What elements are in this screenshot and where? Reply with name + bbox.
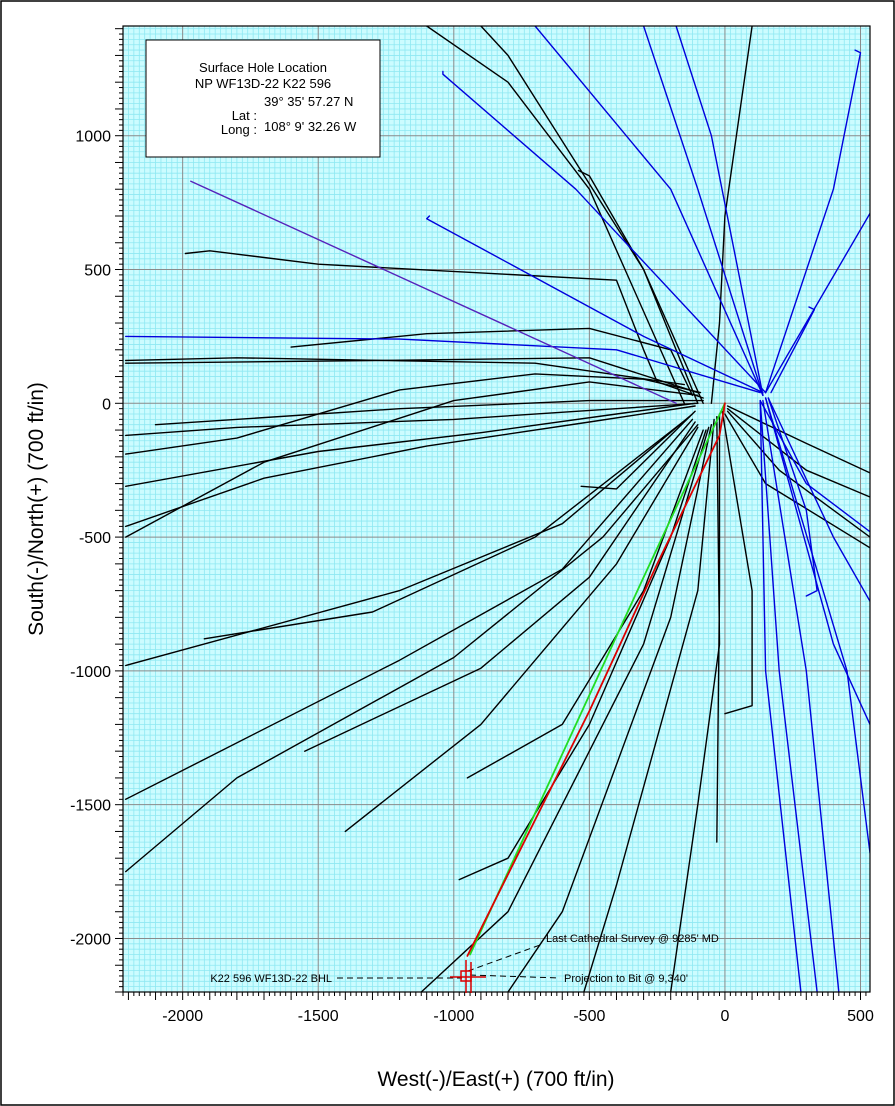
- y-tick-label: 0: [102, 396, 111, 413]
- well-path-offset-blue: [759, 399, 802, 992]
- well-path-offset-blue: [764, 49, 862, 394]
- well-path-offset-blue: [642, 26, 764, 396]
- well-path-offset-blue: [125, 335, 761, 394]
- x-axis-label: West(-)/East(+) (700 ft/in): [377, 1068, 614, 1091]
- well-path-offset-black: [125, 402, 696, 487]
- well-path-offset-blue: [764, 397, 870, 854]
- well-path-offset-black: [125, 418, 694, 800]
- well-path-offset-black: [710, 26, 753, 404]
- well-path-offset-black: [125, 357, 699, 394]
- well-paths: [125, 26, 870, 992]
- x-tick-label: 500: [847, 1008, 874, 1025]
- bhl-label: K22 596 WF13D-22 BHL: [210, 973, 332, 985]
- well-path-offset-black: [466, 429, 704, 779]
- well-path-offset-blue: [426, 215, 764, 394]
- well-path-offset-black: [721, 410, 753, 715]
- well-path-planned: [469, 402, 726, 956]
- well-path-offset-black: [344, 426, 699, 833]
- info-title: Surface Hole Location: [199, 60, 327, 75]
- well-path-offset-black: [577, 169, 704, 404]
- well-path-offset-black: [507, 424, 713, 992]
- well-path-offset-blue: [534, 26, 764, 396]
- well-path-offset-blue: [442, 70, 767, 394]
- x-tick-label: 0: [720, 1008, 729, 1025]
- well-path-actual: [466, 402, 726, 957]
- last-survey-label: Last Cathedral Survey @ 9285' MD: [546, 933, 719, 945]
- well-path-offset-black: [125, 413, 694, 667]
- x-tick-label: -500: [573, 1008, 605, 1025]
- info-lat-value: 39° 35' 57.27 N: [264, 94, 353, 109]
- well-path-offset-black: [125, 405, 696, 528]
- major-grid: [123, 26, 870, 992]
- well-path-offset-black: [726, 410, 870, 538]
- well-path-offset-blue: [759, 399, 818, 992]
- plot-background: [123, 26, 870, 992]
- well-path-offset-black: [670, 416, 721, 992]
- well-path-offset-blue: [759, 399, 870, 533]
- well-path-offset-black: [125, 373, 702, 455]
- well-path-offset-black: [125, 402, 699, 437]
- well-path-offset-black: [420, 426, 710, 992]
- well-path-offset-black: [583, 418, 715, 992]
- bhl-target-marker: [450, 960, 486, 993]
- y-tick-label: 500: [84, 263, 111, 280]
- well-path-offset-black: [580, 410, 696, 490]
- x-tick-label: -1500: [298, 1008, 339, 1025]
- well-path-offset-black: [184, 250, 704, 399]
- well-path-offset-black: [726, 408, 870, 498]
- well-path-offset-black: [203, 416, 691, 640]
- well-path-offset-black: [726, 405, 870, 474]
- y-axis-label: South(-)/North(+) (700 ft/in): [25, 382, 48, 636]
- well-path-offset-black: [154, 399, 704, 426]
- y-tick-label: -1000: [70, 664, 111, 681]
- minor-grid: [123, 26, 870, 992]
- well-path-offset-blue: [767, 397, 870, 602]
- well-path-offset-blue: [764, 397, 870, 726]
- y-tick-label: -2000: [70, 931, 111, 948]
- well-path-offset-blue: [675, 26, 764, 396]
- projection-label: Projection to Bit @ 9,340': [564, 973, 688, 985]
- well-path-offset-black: [125, 381, 699, 538]
- surface-hole-info-box: Surface Hole Location NP WF13D-22 K22 59…: [145, 39, 381, 158]
- well-path-offset-blue: [770, 306, 816, 394]
- well-path-offset-black: [716, 413, 721, 843]
- bhl-annotations: K22 596 WF13D-22 BHL Last Cathedral Surv…: [210, 933, 719, 993]
- well-path-offset-black: [426, 26, 685, 404]
- x-tick-label: -1000: [433, 1008, 474, 1025]
- y-tick-label: -1500: [70, 798, 111, 815]
- info-lat-label: Lat :: [232, 108, 257, 123]
- info-well: NP WF13D-22 K22 596: [195, 76, 331, 91]
- well-path-offset-black: [125, 357, 685, 386]
- info-long-value: 108° 9' 32.26 W: [264, 119, 357, 134]
- axes: -2000 -1500 -1000 -500 0 500 -2000 -1500 -1000 -5…: [70, 28, 874, 1025]
- y-tick-label: -500: [79, 530, 111, 547]
- well-path-offset-black: [458, 429, 707, 881]
- well-path-offset-black: [480, 26, 699, 404]
- well-path-purple: [190, 180, 677, 404]
- y-tick-label: 1000: [75, 129, 111, 146]
- well-path-offset-blue: [764, 212, 870, 394]
- well-path-offset-black: [304, 421, 696, 752]
- info-long-label: Long :: [221, 122, 257, 137]
- x-tick-label: -2000: [162, 1008, 203, 1025]
- well-path-offset-black: [125, 424, 699, 873]
- plot-area: [122, 25, 871, 993]
- well-path-offset-black: [290, 327, 694, 396]
- well-path-offset-blue: [762, 399, 840, 992]
